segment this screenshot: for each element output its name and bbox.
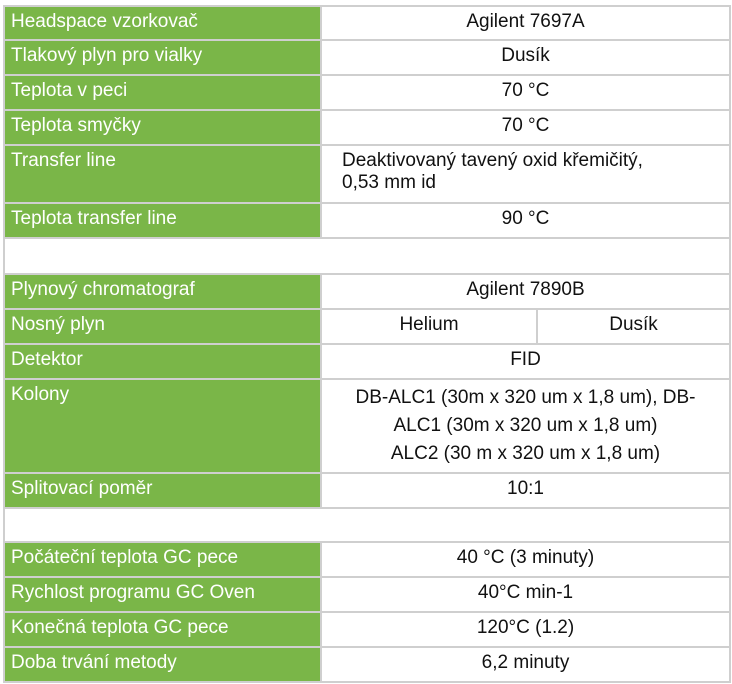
spacer-cell (2, 237, 732, 275)
row-label: Doba trvání metody (3, 646, 322, 683)
table-row: Teplota v peci 70 °C (3, 74, 732, 111)
row-label: Nosný plyn (3, 308, 322, 345)
value-line: ALC2 (30 m x 320 um x 1,8 um) (390, 443, 661, 464)
row-label: Rychlost programu GC Oven (3, 576, 322, 613)
row-value: 120°C (1.2) (319, 611, 732, 648)
row-value: 6,2 minuty (319, 646, 732, 683)
row-value: DB-ALC1 (30m x 320 um x 1,8 um), DB- ALC… (319, 378, 732, 474)
row-label: Transfer line (3, 144, 322, 204)
spacer-row (2, 507, 732, 543)
row-label: Tlakový plyn pro vialky (3, 39, 322, 76)
table-row: Splitovací poměr 10:1 (3, 472, 732, 509)
row-value: 40°C min-1 (319, 576, 732, 613)
value-line: Deaktivovaný tavený oxid křemičitý, (342, 150, 643, 171)
row-label: Počáteční teplota GC pece (3, 541, 322, 578)
row-label: Detektor (3, 343, 322, 380)
row-label: Plynový chromatograf (3, 273, 322, 310)
row-value: 10:1 (319, 472, 732, 509)
carrier-dusik: Dusík (535, 308, 732, 345)
row-value: 70 °C (319, 109, 732, 146)
table-row: Počáteční teplota GC pece 40 °C (3 minut… (3, 541, 732, 578)
spacer-cell (2, 507, 732, 543)
table-row: Detektor FID (3, 343, 732, 380)
table-row: Transfer line Deaktivovaný tavený oxid k… (3, 144, 732, 204)
method-parameters-table: Headspace vzorkovač Agilent 7697A Tlakov… (2, 5, 732, 683)
spacer-row (2, 237, 732, 275)
value-line: 0,53 mm id (342, 172, 436, 193)
table-row: Rychlost programu GC Oven 40°C min-1 (3, 576, 732, 613)
row-value: Deaktivovaný tavený oxid křemičitý, 0,53… (319, 144, 732, 204)
row-value: 90 °C (319, 202, 732, 239)
carrier-helium: Helium (320, 308, 538, 345)
table-row: Nosný plyn Helium Dusík (3, 308, 732, 345)
row-label: Kolony (3, 378, 322, 474)
row-value: 40 °C (3 minuty) (319, 541, 732, 578)
value-line: DB-ALC1 (30m x 320 um x 1,8 um), DB- (355, 387, 696, 408)
row-label: Teplota transfer line (3, 202, 322, 239)
row-label: Teplota smyčky (3, 109, 322, 146)
table-row: Konečná teplota GC pece 120°C (1.2) (3, 611, 732, 648)
table-row: Plynový chromatograf Agilent 7890B (3, 273, 732, 310)
row-value: 70 °C (319, 74, 732, 111)
row-value: FID (319, 343, 732, 380)
table-row: Headspace vzorkovač Agilent 7697A (3, 5, 732, 41)
row-label: Headspace vzorkovač (3, 5, 322, 41)
table-row: Teplota smyčky 70 °C (3, 109, 732, 146)
row-value: Agilent 7890B (319, 273, 732, 310)
row-label: Konečná teplota GC pece (3, 611, 322, 648)
table-row: Kolony DB-ALC1 (30m x 320 um x 1,8 um), … (3, 378, 732, 474)
table-row: Doba trvání metody 6,2 minuty (3, 646, 732, 683)
row-value: Agilent 7697A (319, 5, 732, 41)
table-row: Tlakový plyn pro vialky Dusík (3, 39, 732, 76)
value-line: ALC1 (30m x 320 um x 1,8 um) (393, 415, 658, 436)
table-row: Teplota transfer line 90 °C (3, 202, 732, 239)
row-label: Teplota v peci (3, 74, 322, 111)
row-value: Dusík (319, 39, 732, 76)
row-label: Splitovací poměr (3, 472, 322, 509)
